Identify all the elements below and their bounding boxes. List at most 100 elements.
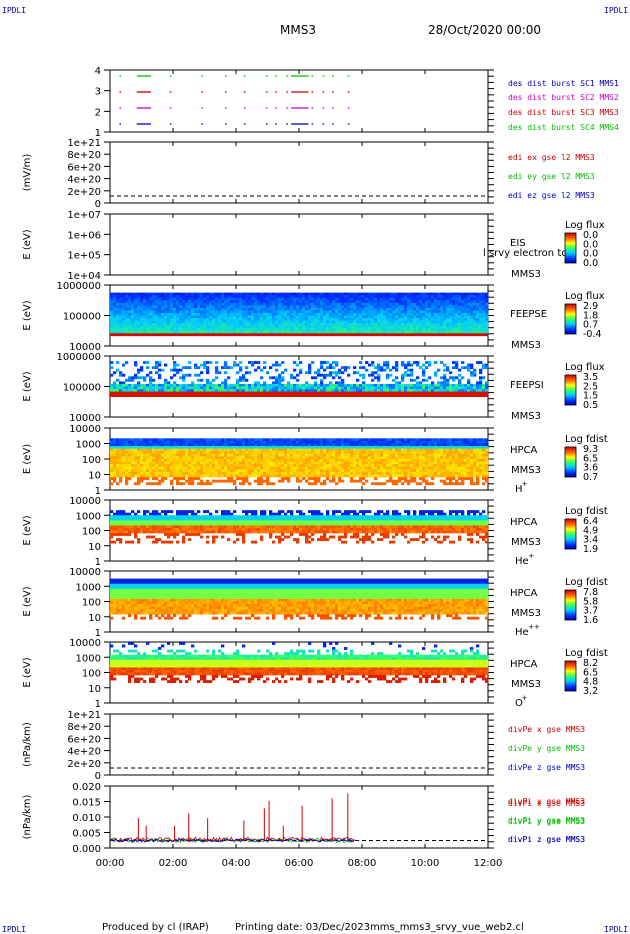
heatmap-cell bbox=[137, 318, 141, 321]
heatmap-cell bbox=[299, 461, 303, 465]
heatmap-cell bbox=[239, 451, 243, 455]
heatmap-cell bbox=[116, 461, 120, 465]
heatmap-cell bbox=[227, 464, 231, 468]
heatmap-cell bbox=[173, 315, 177, 319]
heatmap-cell bbox=[302, 464, 306, 468]
heatmap-cell bbox=[326, 295, 330, 299]
heatmap-cell bbox=[383, 440, 387, 444]
heatmap-cell bbox=[179, 376, 183, 380]
heatmap-cell bbox=[197, 325, 201, 329]
heatmap-cell bbox=[110, 446, 114, 449]
heatmap-cell bbox=[338, 330, 342, 334]
heatmap-cell bbox=[437, 315, 441, 319]
heatmap-cell bbox=[395, 310, 399, 314]
heatmap-cell bbox=[329, 383, 333, 387]
heatmap-cell bbox=[260, 310, 264, 314]
heatmap-cell bbox=[278, 318, 282, 321]
heatmap-cell bbox=[155, 323, 159, 326]
heatmap-cell bbox=[458, 389, 462, 392]
heatmap-cell bbox=[329, 438, 333, 442]
heatmap-cell bbox=[239, 302, 243, 306]
heatmap-cell bbox=[209, 451, 213, 455]
heatmap-cell bbox=[266, 302, 270, 306]
heatmap-cell bbox=[341, 451, 345, 455]
heatmap-cell bbox=[332, 325, 336, 329]
heatmap-cell bbox=[338, 328, 342, 332]
heatmap-cell bbox=[386, 320, 390, 324]
heatmap-cell bbox=[281, 305, 285, 309]
heatmap-cell bbox=[449, 302, 453, 306]
heatmap-cell bbox=[473, 328, 477, 332]
heatmap-cell bbox=[416, 312, 420, 316]
heatmap-cell bbox=[206, 366, 210, 370]
heatmap-cell bbox=[413, 302, 417, 306]
heatmap-cell bbox=[170, 368, 174, 372]
heatmap-cell bbox=[215, 323, 219, 326]
heatmap-cell bbox=[332, 456, 336, 460]
heatmap-cell bbox=[134, 363, 138, 367]
y-tick-label: 2 bbox=[95, 107, 101, 118]
heatmap-cell bbox=[269, 456, 273, 460]
heatmap-cell bbox=[431, 300, 435, 304]
heatmap-cell bbox=[248, 300, 252, 304]
heatmap-cell bbox=[455, 376, 459, 380]
heatmap-cell bbox=[359, 443, 363, 447]
heatmap-cell bbox=[113, 330, 117, 334]
heatmap-cell bbox=[191, 297, 195, 301]
heatmap-cell bbox=[383, 315, 387, 319]
heatmap-cell bbox=[170, 300, 174, 304]
heatmap-cell bbox=[284, 383, 288, 387]
heatmap-cell bbox=[467, 297, 471, 301]
heatmap-cell bbox=[197, 464, 201, 468]
heatmap-cell bbox=[296, 328, 300, 332]
heatmap-cell bbox=[140, 479, 144, 483]
heatmap-cell bbox=[368, 297, 372, 301]
heatmap-cell bbox=[212, 318, 216, 321]
heatmap-cell bbox=[470, 371, 474, 375]
heatmap-cell bbox=[254, 297, 258, 301]
heatmap-cell bbox=[161, 330, 165, 334]
heatmap-cell bbox=[293, 386, 297, 390]
heatmap-cell bbox=[347, 305, 351, 309]
heatmap-cell bbox=[224, 315, 228, 319]
heatmap-cell bbox=[326, 394, 330, 397]
heatmap-cell bbox=[293, 453, 297, 457]
heatmap-cell bbox=[266, 459, 270, 462]
heatmap-cell bbox=[143, 305, 147, 309]
heatmap-cell bbox=[272, 471, 276, 475]
heatmap-cell bbox=[143, 315, 147, 319]
heatmap-cell bbox=[329, 448, 333, 452]
heatmap-cell bbox=[407, 383, 411, 387]
heatmap-cell bbox=[302, 456, 306, 460]
colorbar-title: Log flux bbox=[565, 220, 605, 231]
heatmap-cell bbox=[452, 391, 456, 395]
heatmap-cell bbox=[248, 307, 252, 311]
heatmap-cell bbox=[197, 297, 201, 301]
heatmap-cell bbox=[299, 297, 303, 301]
heatmap-cell bbox=[380, 328, 384, 332]
heatmap-cell bbox=[443, 302, 447, 306]
heatmap-cell bbox=[341, 297, 345, 301]
heatmap-cell bbox=[266, 394, 270, 397]
heatmap-cell bbox=[293, 438, 297, 442]
heatmap-cell bbox=[146, 459, 150, 462]
heatmap-cell bbox=[287, 394, 291, 397]
heatmap-cell bbox=[182, 310, 186, 314]
heatmap-cell bbox=[275, 378, 279, 382]
heatmap-cell bbox=[236, 440, 240, 444]
heatmap-cell bbox=[161, 383, 165, 387]
heatmap-cell bbox=[362, 466, 366, 470]
heatmap-cell bbox=[362, 297, 366, 301]
heatmap-cell bbox=[425, 318, 429, 321]
heatmap-cell bbox=[404, 333, 408, 337]
heatmap-cell bbox=[410, 378, 414, 382]
heatmap-cell bbox=[347, 459, 351, 462]
heatmap-cell bbox=[293, 440, 297, 444]
heatmap-cell bbox=[281, 469, 285, 473]
heatmap-cell bbox=[374, 451, 378, 455]
heatmap-cell bbox=[263, 307, 267, 311]
heatmap-cell bbox=[272, 330, 276, 334]
heatmap-cell bbox=[290, 438, 294, 442]
heatmap-cell bbox=[155, 461, 159, 465]
heatmap-cell bbox=[332, 469, 336, 473]
